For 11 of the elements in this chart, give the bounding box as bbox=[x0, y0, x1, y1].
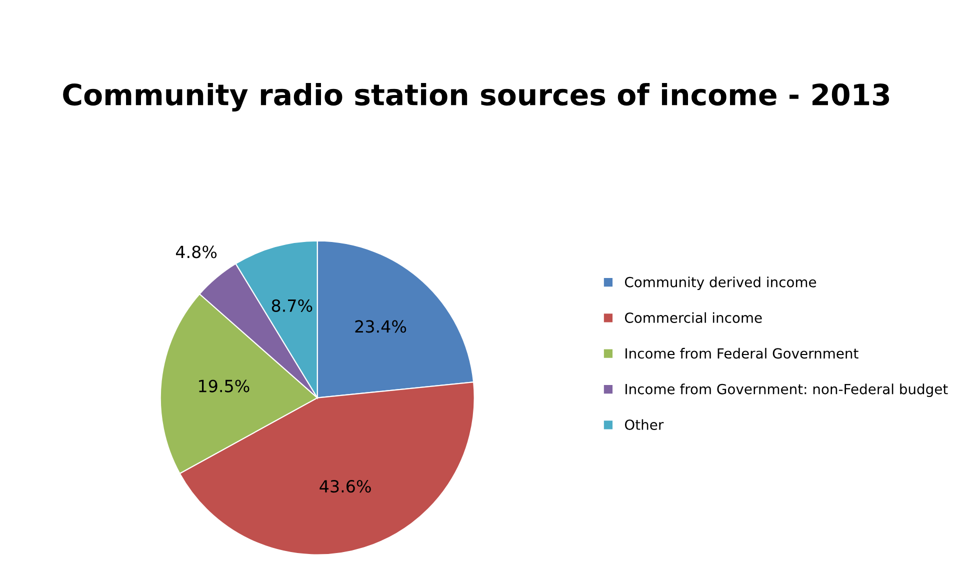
legend-label: Other bbox=[624, 419, 664, 430]
legend-label: Community derived income bbox=[624, 276, 816, 290]
legend-label: Income from Government: non-Federal budget bbox=[626, 384, 948, 398]
chart-title: Community radio station sources of income - 2013 bbox=[63, 83, 890, 112]
data-label: 43.6% bbox=[320, 480, 371, 493]
data-label: 19.5% bbox=[199, 380, 250, 392]
data-label: 23.4% bbox=[355, 320, 406, 333]
legend-label: Commercial income bbox=[624, 312, 762, 324]
data-label: 8.7% bbox=[272, 299, 312, 312]
legend-label: Income from Federal Government bbox=[626, 348, 858, 359]
data-label: 4.8% bbox=[176, 246, 217, 258]
